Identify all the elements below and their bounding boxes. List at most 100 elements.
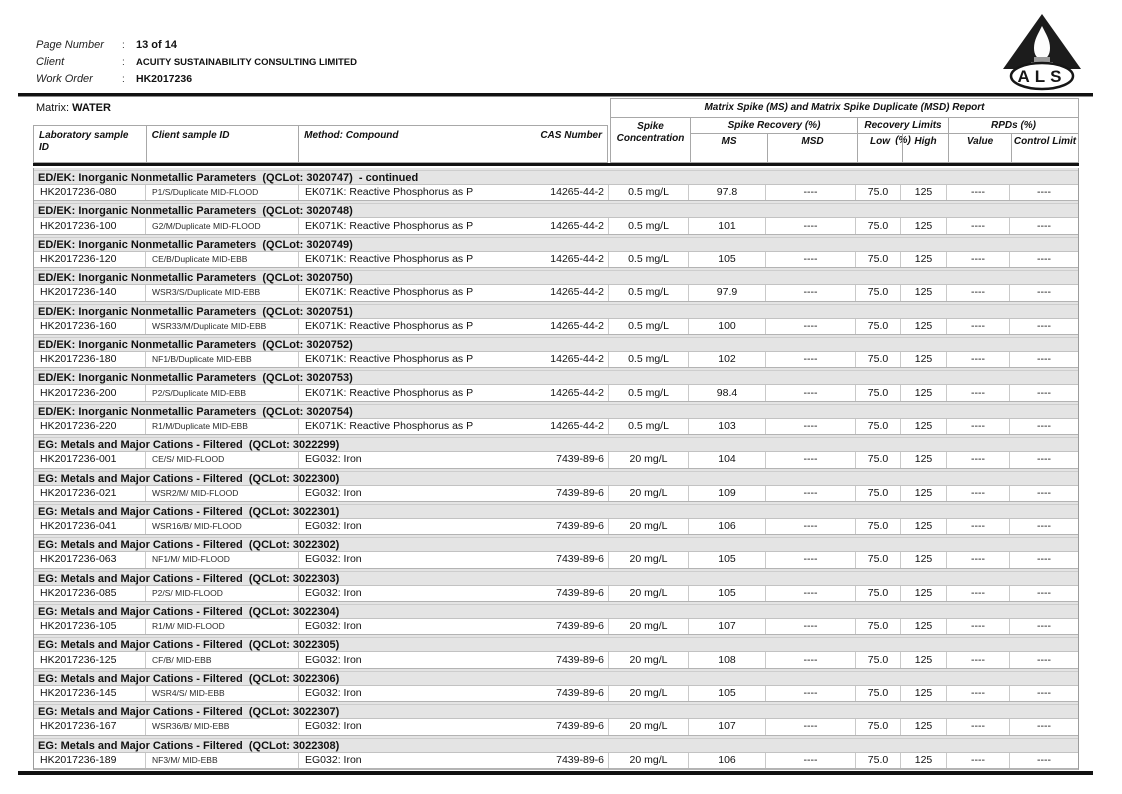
cell-rpd-control-limit: ---- (1037, 553, 1051, 566)
cell-spike-concentration: 20 mg/L (609, 719, 689, 735)
cell-limit-high: 125 (901, 385, 947, 401)
cell-msd-recovery: ---- (766, 585, 856, 602)
cell-laboratory-sample-id: HK2017236-160 (34, 318, 146, 334)
cell-laboratory-sample-id: HK2017236-105 (34, 619, 146, 635)
cell-msd-recovery: ---- (766, 652, 856, 668)
cell-msd-recovery: ---- (766, 318, 856, 334)
section-header: EG: Metals and Major Cations - Filtered … (34, 570, 1078, 586)
section-header: EG: Metals and Major Cations - Filtered … (34, 537, 1078, 553)
cell-ms-recovery: 97.9 (689, 285, 766, 301)
cell-rpd-control-limit: ---- (1037, 720, 1051, 733)
cell-rpd-control-limit: ---- (1037, 486, 1051, 499)
cell-ms-recovery: 107 (689, 619, 766, 635)
cell-laboratory-sample-id: HK2017236-041 (34, 518, 146, 535)
cell-laboratory-sample-id: HK2017236-189 (34, 752, 146, 769)
cell-method-compound: EG032: Iron (305, 520, 362, 533)
table-row: HK2017236-080 P1/S/Duplicate MID-FLOOD E… (34, 185, 1078, 202)
cell-rpd-value: ---- (947, 218, 1010, 234)
cell-limit-high: 125 (901, 452, 947, 468)
cell-client-sample-id: WSR16/B/ MID-FLOOD (146, 518, 299, 535)
matrix-value: WATER (72, 102, 111, 114)
cell-rpd-value: ---- (947, 685, 1010, 702)
cell-method-compound: EK071K: Reactive Phosphorus as P (305, 353, 474, 366)
qc-lot-block: ED/EK: Inorganic Nonmetallic Parameters … (34, 368, 1078, 402)
cell-ms-recovery: 105 (689, 251, 766, 268)
cell-cas-number: 7439-89-6 (556, 720, 604, 733)
table-row: HK2017236-105 R1/M/ MID-FLOOD EG032: Iro… (34, 619, 1078, 636)
cell-limit-high: 125 (901, 418, 947, 435)
meta-row-page-number: Page Number : 13 of 14 (36, 39, 357, 56)
col-group-rpds: RPDs (%) (948, 118, 1078, 134)
cell-spike-concentration: 20 mg/L (609, 652, 689, 668)
qc-lot-block: ED/EK: Inorganic Nonmetallic Parameters … (34, 402, 1078, 436)
cell-cas-number: 7439-89-6 (556, 553, 604, 566)
footer-divider (18, 771, 1093, 775)
section-header: ED/EK: Inorganic Nonmetallic Parameters … (34, 370, 1078, 386)
cell-limit-high: 125 (901, 685, 947, 702)
cell-cas-number: 14265-44-2 (550, 319, 604, 332)
cell-ms-recovery: 108 (689, 652, 766, 668)
table-row: HK2017236-145 WSR4/S/ MID-EBB EG032: Iro… (34, 685, 1078, 703)
cell-limit-low: 75.0 (856, 318, 901, 334)
cell-laboratory-sample-id: HK2017236-100 (34, 218, 146, 234)
table-row: HK2017236-189 NF3/M/ MID-EBB EG032: Iron… (34, 752, 1078, 769)
cell-msd-recovery: ---- (766, 251, 856, 268)
cell-client-sample-id: CE/S/ MID-FLOOD (146, 452, 299, 468)
cell-client-sample-id: NF3/M/ MID-EBB (146, 752, 299, 769)
cell-laboratory-sample-id: HK2017236-180 (34, 351, 146, 368)
cell-cas-number: 7439-89-6 (556, 620, 604, 633)
cell-ms-recovery: 103 (689, 418, 766, 435)
cell-cas-number: 7439-89-6 (556, 586, 604, 599)
cell-rpd-value: ---- (947, 619, 1010, 635)
cell-rpd-value: ---- (947, 318, 1010, 334)
cell-limit-high: 125 (901, 752, 947, 769)
cell-cas-number: 7439-89-6 (556, 486, 604, 499)
cell-limit-high: 125 (901, 251, 947, 268)
col-value: Value (948, 134, 1011, 162)
cell-ms-recovery: 100 (689, 318, 766, 334)
cell-rpd-value: ---- (947, 485, 1010, 501)
cell-method-compound: EG032: Iron (305, 620, 362, 633)
cell-rpd-value: ---- (947, 351, 1010, 368)
cell-limit-low: 75.0 (856, 752, 901, 769)
cell-msd-recovery: ---- (766, 685, 856, 702)
table-row: HK2017236-041 WSR16/B/ MID-FLOOD EG032: … (34, 518, 1078, 536)
cell-cas-number: 14265-44-2 (550, 353, 604, 366)
col-control-limit: Control Limit (1011, 134, 1078, 162)
cell-client-sample-id: CE/B/Duplicate MID-EBB (146, 251, 299, 268)
col-low: Low (857, 134, 902, 162)
cell-limit-high: 125 (901, 552, 947, 568)
cell-limit-low: 75.0 (856, 251, 901, 268)
cell-ms-recovery: 106 (689, 518, 766, 535)
cell-rpd-value: ---- (947, 719, 1010, 735)
cell-method-compound: EK071K: Reactive Phosphorus as P (305, 386, 474, 399)
cell-spike-concentration: 0.5 mg/L (609, 318, 689, 334)
table-header: Laboratory sample ID Client sample ID Me… (33, 98, 1079, 166)
cell-rpd-control-limit: ---- (1037, 319, 1051, 332)
cell-limit-low: 75.0 (856, 652, 901, 668)
client-value: ACUITY SUSTAINABILITY CONSULTING LIMITED (136, 57, 357, 68)
client-label: Client (36, 56, 65, 68)
cell-msd-recovery: ---- (766, 218, 856, 234)
matrix-line: Matrix: WATER (36, 102, 111, 114)
cell-spike-concentration: 20 mg/L (609, 485, 689, 501)
cell-method-compound: EK071K: Reactive Phosphorus as P (305, 419, 474, 432)
cell-msd-recovery: ---- (766, 719, 856, 735)
cell-spike-concentration: 20 mg/L (609, 619, 689, 635)
cell-method-compound: EK071K: Reactive Phosphorus as P (305, 219, 474, 232)
cell-cas-number: 7439-89-6 (556, 520, 604, 533)
cell-limit-high: 125 (901, 585, 947, 602)
work-order-value: HK2017236 (136, 73, 193, 85)
cell-rpd-value: ---- (947, 251, 1010, 268)
cell-method-cas: EG032: Iron 7439-89-6 (299, 485, 609, 501)
cell-spike-concentration: 20 mg/L (609, 752, 689, 769)
cell-limit-low: 75.0 (856, 619, 901, 635)
als-logo-text: ALS (1018, 67, 1067, 86)
table-body: ED/EK: Inorganic Nonmetallic Parameters … (33, 168, 1079, 770)
cell-spike-concentration: 20 mg/L (609, 685, 689, 702)
qc-lot-block: ED/EK: Inorganic Nonmetallic Parameters … (34, 168, 1078, 202)
cell-limit-high: 125 (901, 719, 947, 735)
qc-lot-block: EG: Metals and Major Cations - Filtered … (34, 736, 1078, 769)
cell-spike-concentration: 20 mg/L (609, 518, 689, 535)
